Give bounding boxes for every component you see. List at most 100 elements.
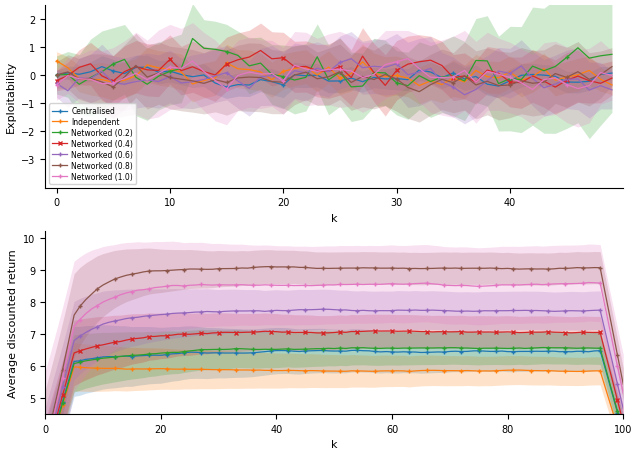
Networked (0.8) (359, 75, 366, 80)
Centralised (461, 77, 468, 82)
Centralised (393, 77, 401, 82)
Networked (0.2) (472, 59, 480, 64)
Centralised (177, 73, 185, 78)
Centralised (279, 83, 287, 88)
Networked (0.4) (109, 79, 117, 85)
Networked (0.2) (449, 74, 457, 79)
Networked (1.0) (166, 65, 174, 71)
Centralised (223, 85, 230, 91)
Networked (1.0) (415, 67, 423, 72)
Centralised (234, 83, 242, 88)
Networked (0.8) (461, 74, 468, 80)
Networked (0.2) (461, 79, 468, 85)
Networked (0.8) (574, 70, 582, 75)
Networked (0.6) (506, 71, 514, 77)
Networked (0.2) (109, 62, 117, 67)
Networked (0.4) (494, 71, 502, 77)
Networked (0.8) (336, 70, 344, 76)
Networked (0.2) (438, 75, 446, 81)
Centralised (336, 79, 344, 85)
Networked (1.0) (302, 67, 309, 73)
X-axis label: k: k (331, 213, 338, 223)
Independent (268, 78, 276, 83)
Networked (0.8) (506, 83, 514, 89)
Networked (0.2) (279, 75, 287, 80)
Centralised (472, 75, 480, 80)
Networked (0.8) (53, 73, 61, 79)
Centralised (449, 71, 457, 76)
Centralised (370, 76, 378, 81)
Networked (0.8) (370, 78, 378, 83)
Independent (563, 75, 570, 81)
Networked (0.4) (348, 76, 355, 81)
Centralised (359, 80, 366, 85)
Networked (1.0) (132, 71, 140, 77)
Networked (0.8) (200, 81, 208, 87)
Networked (0.8) (313, 77, 321, 82)
Y-axis label: Average discounted return: Average discounted return (8, 249, 18, 397)
Networked (0.8) (325, 75, 332, 80)
Networked (1.0) (404, 57, 412, 62)
Independent (211, 76, 219, 81)
Networked (0.2) (144, 82, 151, 88)
Networked (0.2) (200, 46, 208, 52)
Networked (0.6) (540, 86, 548, 91)
Networked (0.8) (87, 76, 94, 82)
Networked (1.0) (75, 77, 83, 82)
Networked (0.8) (291, 73, 299, 79)
Independent (586, 69, 593, 74)
Networked (0.6) (359, 66, 366, 71)
Networked (0.6) (415, 70, 423, 76)
Networked (0.2) (517, 78, 525, 83)
Centralised (121, 71, 128, 77)
Networked (0.8) (415, 90, 423, 95)
Networked (0.4) (472, 81, 480, 86)
Networked (0.4) (302, 65, 309, 70)
Networked (0.6) (279, 79, 287, 84)
Networked (1.0) (597, 71, 604, 76)
Networked (0.6) (234, 79, 242, 85)
Centralised (200, 73, 208, 79)
Legend: Centralised, Independent, Networked (0.2), Networked (0.4), Networked (0.6), Net: Centralised, Independent, Networked (0.2… (49, 104, 136, 184)
Independent (494, 76, 502, 81)
Networked (1.0) (234, 74, 242, 79)
Networked (0.4) (404, 62, 412, 68)
Networked (0.2) (132, 76, 140, 81)
Networked (1.0) (325, 67, 332, 73)
Networked (0.6) (144, 78, 151, 83)
Networked (0.2) (608, 52, 616, 58)
Networked (0.6) (75, 76, 83, 81)
Networked (1.0) (268, 71, 276, 77)
Networked (0.8) (166, 76, 174, 81)
Networked (0.4) (336, 65, 344, 70)
Networked (0.8) (246, 75, 253, 81)
Networked (0.4) (268, 57, 276, 62)
Networked (1.0) (608, 74, 616, 79)
Independent (449, 76, 457, 81)
Networked (1.0) (211, 79, 219, 84)
Line: Networked (1.0): Networked (1.0) (54, 57, 614, 92)
Centralised (98, 65, 106, 70)
Centralised (540, 73, 548, 79)
Networked (1.0) (370, 72, 378, 78)
Networked (0.6) (529, 76, 537, 82)
Networked (1.0) (472, 81, 480, 86)
Networked (0.4) (597, 81, 604, 87)
Networked (0.8) (540, 80, 548, 86)
Networked (0.6) (211, 74, 219, 80)
Independent (461, 80, 468, 86)
Networked (0.6) (551, 82, 559, 88)
Networked (1.0) (551, 76, 559, 81)
Independent (529, 75, 537, 81)
Networked (0.4) (144, 68, 151, 73)
Networked (0.6) (438, 80, 446, 86)
Networked (1.0) (484, 70, 491, 75)
Centralised (64, 71, 71, 76)
Networked (1.0) (540, 78, 548, 83)
Networked (1.0) (246, 70, 253, 76)
Networked (0.8) (155, 71, 163, 76)
Independent (438, 83, 446, 88)
Networked (1.0) (494, 72, 502, 78)
Centralised (53, 73, 61, 79)
Networked (0.2) (348, 85, 355, 91)
